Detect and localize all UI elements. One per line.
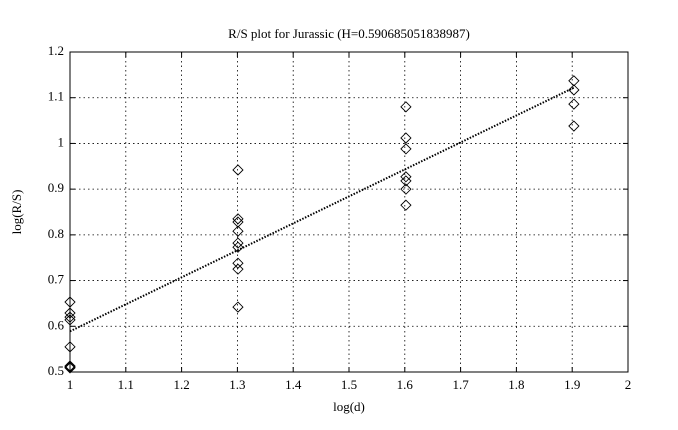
y-tick-label: 1.2 bbox=[48, 43, 64, 58]
y-tick-label: 0.6 bbox=[48, 317, 65, 332]
y-tick-label: 0.9 bbox=[48, 180, 64, 195]
x-tick-label: 2 bbox=[625, 377, 632, 392]
scatter-point bbox=[400, 171, 412, 183]
scatter-point bbox=[232, 213, 244, 225]
y-tick-label: 1.1 bbox=[48, 89, 64, 104]
x-tick-label: 1.1 bbox=[118, 377, 134, 392]
x-tick-label: 1.3 bbox=[229, 377, 245, 392]
scatter-point bbox=[400, 101, 412, 113]
scatter-point bbox=[232, 225, 244, 237]
scatter-point bbox=[568, 84, 580, 96]
scatter-point bbox=[232, 237, 244, 249]
y-tick-label: 0.5 bbox=[48, 363, 64, 378]
scatter-point bbox=[400, 175, 412, 187]
scatter-point bbox=[232, 241, 244, 253]
scatter-point bbox=[568, 75, 580, 87]
scatter-point bbox=[232, 257, 244, 269]
scatter-point bbox=[400, 183, 412, 195]
scatter-point bbox=[64, 341, 76, 353]
scatter-point bbox=[64, 311, 76, 323]
scatter-point bbox=[64, 314, 76, 326]
scatter-point bbox=[232, 164, 244, 176]
scatter-point bbox=[568, 120, 580, 132]
scatter-point bbox=[64, 361, 76, 373]
x-tick-label: 1.5 bbox=[341, 377, 357, 392]
x-tick-label: 1.2 bbox=[173, 377, 189, 392]
scatter-point bbox=[232, 301, 244, 313]
scatter-point bbox=[64, 307, 76, 319]
scatter-point bbox=[400, 199, 412, 211]
x-tick-label: 1.8 bbox=[508, 377, 524, 392]
scatter-point bbox=[232, 216, 244, 228]
x-tick-label: 1.6 bbox=[397, 377, 414, 392]
scatter-point bbox=[64, 362, 76, 374]
scatter-point bbox=[232, 263, 244, 275]
x-tick-label: 1.9 bbox=[564, 377, 580, 392]
fit-line bbox=[69, 86, 575, 333]
scatter-point bbox=[568, 98, 580, 110]
y-tick-label: 1 bbox=[58, 134, 65, 149]
plot-frame bbox=[69, 51, 629, 373]
x-tick-label: 1.4 bbox=[285, 377, 302, 392]
x-axis-label: log(d) bbox=[333, 399, 365, 414]
scatter-point bbox=[400, 132, 412, 144]
y-tick-label: 0.7 bbox=[48, 272, 65, 287]
chart-title: R/S plot for Jurassic (H=0.5906850518389… bbox=[228, 26, 470, 41]
scatter-point bbox=[64, 360, 76, 372]
x-tick-label: 1 bbox=[67, 377, 74, 392]
scatter-point bbox=[64, 296, 76, 308]
y-axis-label: log(R/S) bbox=[9, 190, 24, 235]
x-tick-label: 1.7 bbox=[452, 377, 469, 392]
scatter-point bbox=[400, 143, 412, 155]
y-tick-label: 0.8 bbox=[48, 226, 64, 241]
